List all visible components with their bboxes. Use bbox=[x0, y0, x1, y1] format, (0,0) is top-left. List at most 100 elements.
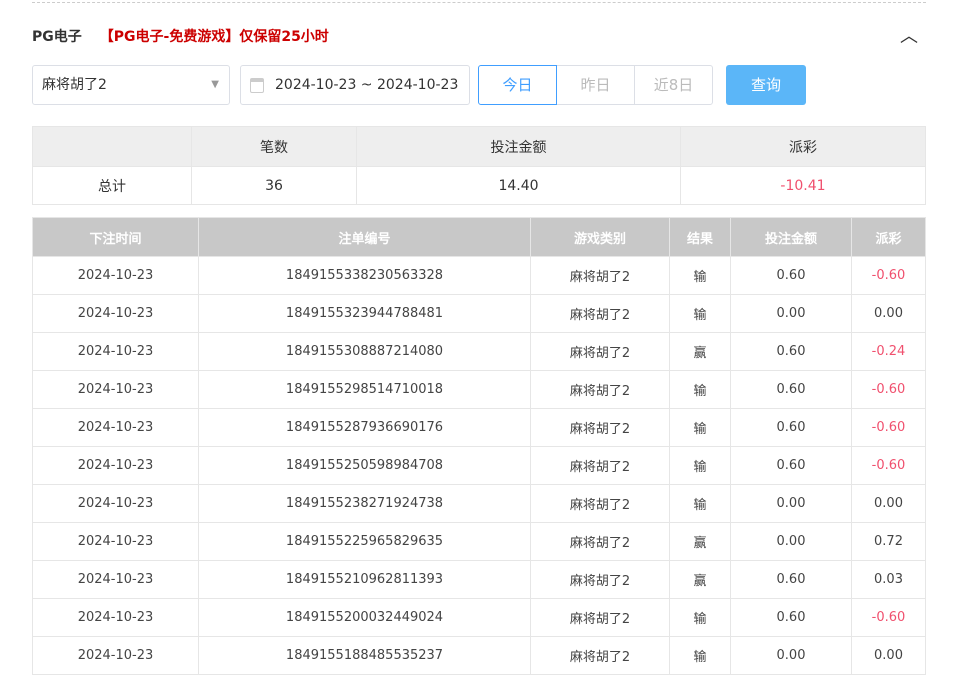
today-button[interactable]: 今日 bbox=[478, 65, 557, 105]
bet-time-cell: 2024-10-23 bbox=[32, 332, 199, 371]
game-type-cell: 麻将胡了2 bbox=[530, 370, 670, 409]
table-row: 2024-10-23 1849155210962811393 麻将胡了2 赢 0.60 0… bbox=[32, 560, 926, 599]
bet-amount-cell: 0.60 bbox=[730, 446, 852, 485]
summary-header: 投注金额 bbox=[356, 126, 681, 167]
result-cell: 输 bbox=[669, 598, 731, 637]
table-row: 2024-10-23 1849155323944788481 麻将胡了2 输 0.00 0… bbox=[32, 294, 926, 333]
bets-table: 下注时间 注单编号 游戏类别 结果 投注金额 派彩 2024-10-23 184915533… bbox=[32, 217, 926, 675]
result-cell: 输 bbox=[669, 408, 731, 447]
result-cell: 赢 bbox=[669, 560, 731, 599]
summary-header: 笔数 bbox=[191, 126, 357, 167]
game-select-value: 麻将胡了2 bbox=[42, 77, 107, 93]
payout-cell: 0.00 bbox=[851, 294, 926, 333]
bet-id-cell: 1849155210962811393 bbox=[198, 560, 531, 599]
result-cell: 赢 bbox=[669, 522, 731, 561]
bet-time-cell: 2024-10-23 bbox=[32, 370, 199, 409]
bet-id-cell: 1849155200032449024 bbox=[198, 598, 531, 637]
game-type-cell: 麻将胡了2 bbox=[530, 560, 670, 599]
bet-time-cell: 2024-10-23 bbox=[32, 636, 199, 675]
result-cell: 输 bbox=[669, 446, 731, 485]
bet-id-cell: 1849155287936690176 bbox=[198, 408, 531, 447]
payout-cell: -0.60 bbox=[851, 598, 926, 637]
payout-cell: 0.00 bbox=[851, 636, 926, 675]
summary-bet-amount: 14.40 bbox=[356, 166, 681, 205]
table-row: 2024-10-23 1849155188485535237 麻将胡了2 输 0.00 0… bbox=[32, 636, 926, 675]
result-cell: 输 bbox=[669, 256, 731, 295]
last-8-days-button[interactable]: 近8日 bbox=[634, 65, 713, 105]
game-type-cell: 麻将胡了2 bbox=[530, 446, 670, 485]
bet-amount-cell: 0.00 bbox=[730, 636, 852, 675]
bet-id-cell: 1849155238271924738 bbox=[198, 484, 531, 523]
bet-amount-cell: 0.00 bbox=[730, 484, 852, 523]
bet-time-cell: 2024-10-23 bbox=[32, 484, 199, 523]
summary-payout: -10.41 bbox=[680, 166, 926, 205]
query-button[interactable]: 查询 bbox=[726, 65, 806, 105]
bet-time-cell: 2024-10-23 bbox=[32, 598, 199, 637]
bet-id-cell: 1849155188485535237 bbox=[198, 636, 531, 675]
result-cell: 赢 bbox=[669, 332, 731, 371]
bet-time-cell: 2024-10-23 bbox=[32, 294, 199, 333]
table-row: 2024-10-23 1849155200032449024 麻将胡了2 输 0.60-… bbox=[32, 598, 926, 637]
payout-cell: -0.60 bbox=[851, 446, 926, 485]
bet-id-cell: 1849155323944788481 bbox=[198, 294, 531, 333]
bet-id-cell: 1849155338230563328 bbox=[198, 256, 531, 295]
column-header-game-type: 游戏类别 bbox=[530, 217, 670, 257]
table-row: 2024-10-23 1849155238271924738 麻将胡了2 输 0.00 0… bbox=[32, 484, 926, 523]
payout-cell: -0.24 bbox=[851, 332, 926, 371]
column-header-bet-time: 下注时间 bbox=[32, 217, 199, 257]
bet-time-cell: 2024-10-23 bbox=[32, 256, 199, 295]
table-row: 2024-10-23 1849155298514710018 麻将胡了2 输 0.60-… bbox=[32, 370, 926, 409]
game-type-cell: 麻将胡了2 bbox=[530, 484, 670, 523]
game-type-cell: 麻将胡了2 bbox=[530, 294, 670, 333]
summary-header: 派彩 bbox=[680, 126, 926, 167]
payout-cell: 0.72 bbox=[851, 522, 926, 561]
date-range-value: 2024-10-23 ~ 2024-10-23 bbox=[275, 77, 459, 93]
bet-id-cell: 1849155308887214080 bbox=[198, 332, 531, 371]
bet-id-cell: 1849155225965829635 bbox=[198, 522, 531, 561]
game-type-cell: 麻将胡了2 bbox=[530, 332, 670, 371]
summary-label: 总计 bbox=[32, 166, 192, 205]
bet-amount-cell: 0.60 bbox=[730, 332, 852, 371]
table-row: 2024-10-23 1849155338230563328 麻将胡了2 输 0.60-… bbox=[32, 256, 926, 295]
table-row: 2024-10-23 1849155250598984708 麻将胡了2 输 0.60-… bbox=[32, 446, 926, 485]
table-row: 2024-10-23 1849155287936690176 麻将胡了2 输 0.60-… bbox=[32, 408, 926, 447]
game-type-cell: 麻将胡了2 bbox=[530, 408, 670, 447]
bet-amount-cell: 0.60 bbox=[730, 256, 852, 295]
section-title: PG电子 bbox=[32, 29, 82, 45]
game-type-cell: 麻将胡了2 bbox=[530, 636, 670, 675]
column-header-bet-amount: 投注金额 bbox=[730, 217, 852, 257]
game-type-cell: 麻将胡了2 bbox=[530, 256, 670, 295]
bet-time-cell: 2024-10-23 bbox=[32, 446, 199, 485]
section-header: PG电子 【PG电子-免费游戏】仅保留25小时 bbox=[32, 26, 329, 46]
table-row: 2024-10-23 1849155308887214080 麻将胡了2 赢 0.60-… bbox=[32, 332, 926, 371]
column-header-result: 结果 bbox=[669, 217, 731, 257]
payout-cell: -0.60 bbox=[851, 256, 926, 295]
date-range-picker[interactable]: 2024-10-23 ~ 2024-10-23 bbox=[240, 65, 470, 105]
result-cell: 输 bbox=[669, 636, 731, 675]
game-type-cell: 麻将胡了2 bbox=[530, 598, 670, 637]
divider bbox=[32, 2, 926, 3]
bet-amount-cell: 0.00 bbox=[730, 294, 852, 333]
summary-count: 36 bbox=[191, 166, 357, 205]
payout-cell: -0.60 bbox=[851, 370, 926, 409]
payout-cell: 0.00 bbox=[851, 484, 926, 523]
notice-text: 【PG电子-免费游戏】仅保留25小时 bbox=[99, 29, 329, 45]
column-header-bet-id: 注单编号 bbox=[198, 217, 531, 257]
bet-amount-cell: 0.60 bbox=[730, 598, 852, 637]
calendar-icon bbox=[250, 78, 264, 93]
summary-table: 笔数 投注金额 派彩 总计 36 14.40 -10.41 bbox=[32, 126, 926, 205]
chevron-up-icon[interactable]: ︿ bbox=[900, 26, 918, 47]
bet-amount-cell: 0.00 bbox=[730, 522, 852, 561]
table-row: 2024-10-23 1849155225965829635 麻将胡了2 赢 0.00 0… bbox=[32, 522, 926, 561]
payout-cell: -0.60 bbox=[851, 408, 926, 447]
result-cell: 输 bbox=[669, 370, 731, 409]
game-type-cell: 麻将胡了2 bbox=[530, 522, 670, 561]
bet-amount-cell: 0.60 bbox=[730, 408, 852, 447]
bet-id-cell: 1849155298514710018 bbox=[198, 370, 531, 409]
game-select[interactable]: 麻将胡了2 ▼ bbox=[32, 65, 230, 105]
yesterday-button[interactable]: 昨日 bbox=[556, 65, 635, 105]
bet-time-cell: 2024-10-23 bbox=[32, 560, 199, 599]
caret-down-icon: ▼ bbox=[211, 79, 219, 90]
bet-amount-cell: 0.60 bbox=[730, 560, 852, 599]
bet-time-cell: 2024-10-23 bbox=[32, 408, 199, 447]
